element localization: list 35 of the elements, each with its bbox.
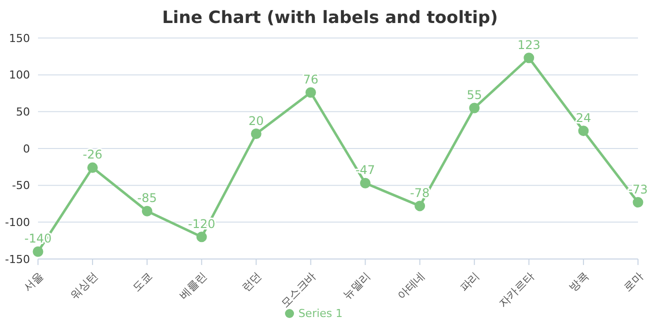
data-label: -73 <box>628 182 648 196</box>
y-tick-label: -150 <box>5 252 30 266</box>
data-label: 55 <box>466 88 482 102</box>
point <box>87 162 98 173</box>
x-tick-label: 도쿄 <box>130 270 155 294</box>
point <box>632 197 644 208</box>
y-tick-label: 150 <box>9 32 30 45</box>
point <box>414 200 426 212</box>
x-tick-label: 파리 <box>457 270 482 294</box>
x-tick-label: 서울 <box>21 270 46 294</box>
point <box>32 246 44 257</box>
legend-label: Series 1 <box>298 307 343 320</box>
y-tick-label: -50 <box>12 179 30 192</box>
data-label: 76 <box>303 72 318 87</box>
data-label: -26 <box>82 148 102 162</box>
point <box>578 126 589 136</box>
x-tick-label: 방콕 <box>566 270 592 294</box>
point <box>196 232 207 242</box>
point <box>360 178 371 188</box>
y-tick-label: -100 <box>5 216 30 230</box>
point <box>524 52 534 64</box>
point <box>469 102 480 114</box>
point <box>305 87 316 98</box>
point <box>250 128 262 140</box>
data-label: 24 <box>576 110 592 125</box>
x-tick-label: 로마 <box>621 270 646 294</box>
data-label: 123 <box>517 38 540 52</box>
x-tick-label: 런던 <box>239 270 264 294</box>
chart-title: Line Chart (with labels and tooltip) <box>161 8 499 28</box>
data-label: 20 <box>248 114 264 128</box>
y-tick-label: 100 <box>9 68 30 82</box>
y-tick-label: 50 <box>16 106 30 119</box>
point <box>142 206 152 216</box>
y-tick-label: 0 <box>23 142 30 156</box>
data-label: -85 <box>137 191 157 206</box>
